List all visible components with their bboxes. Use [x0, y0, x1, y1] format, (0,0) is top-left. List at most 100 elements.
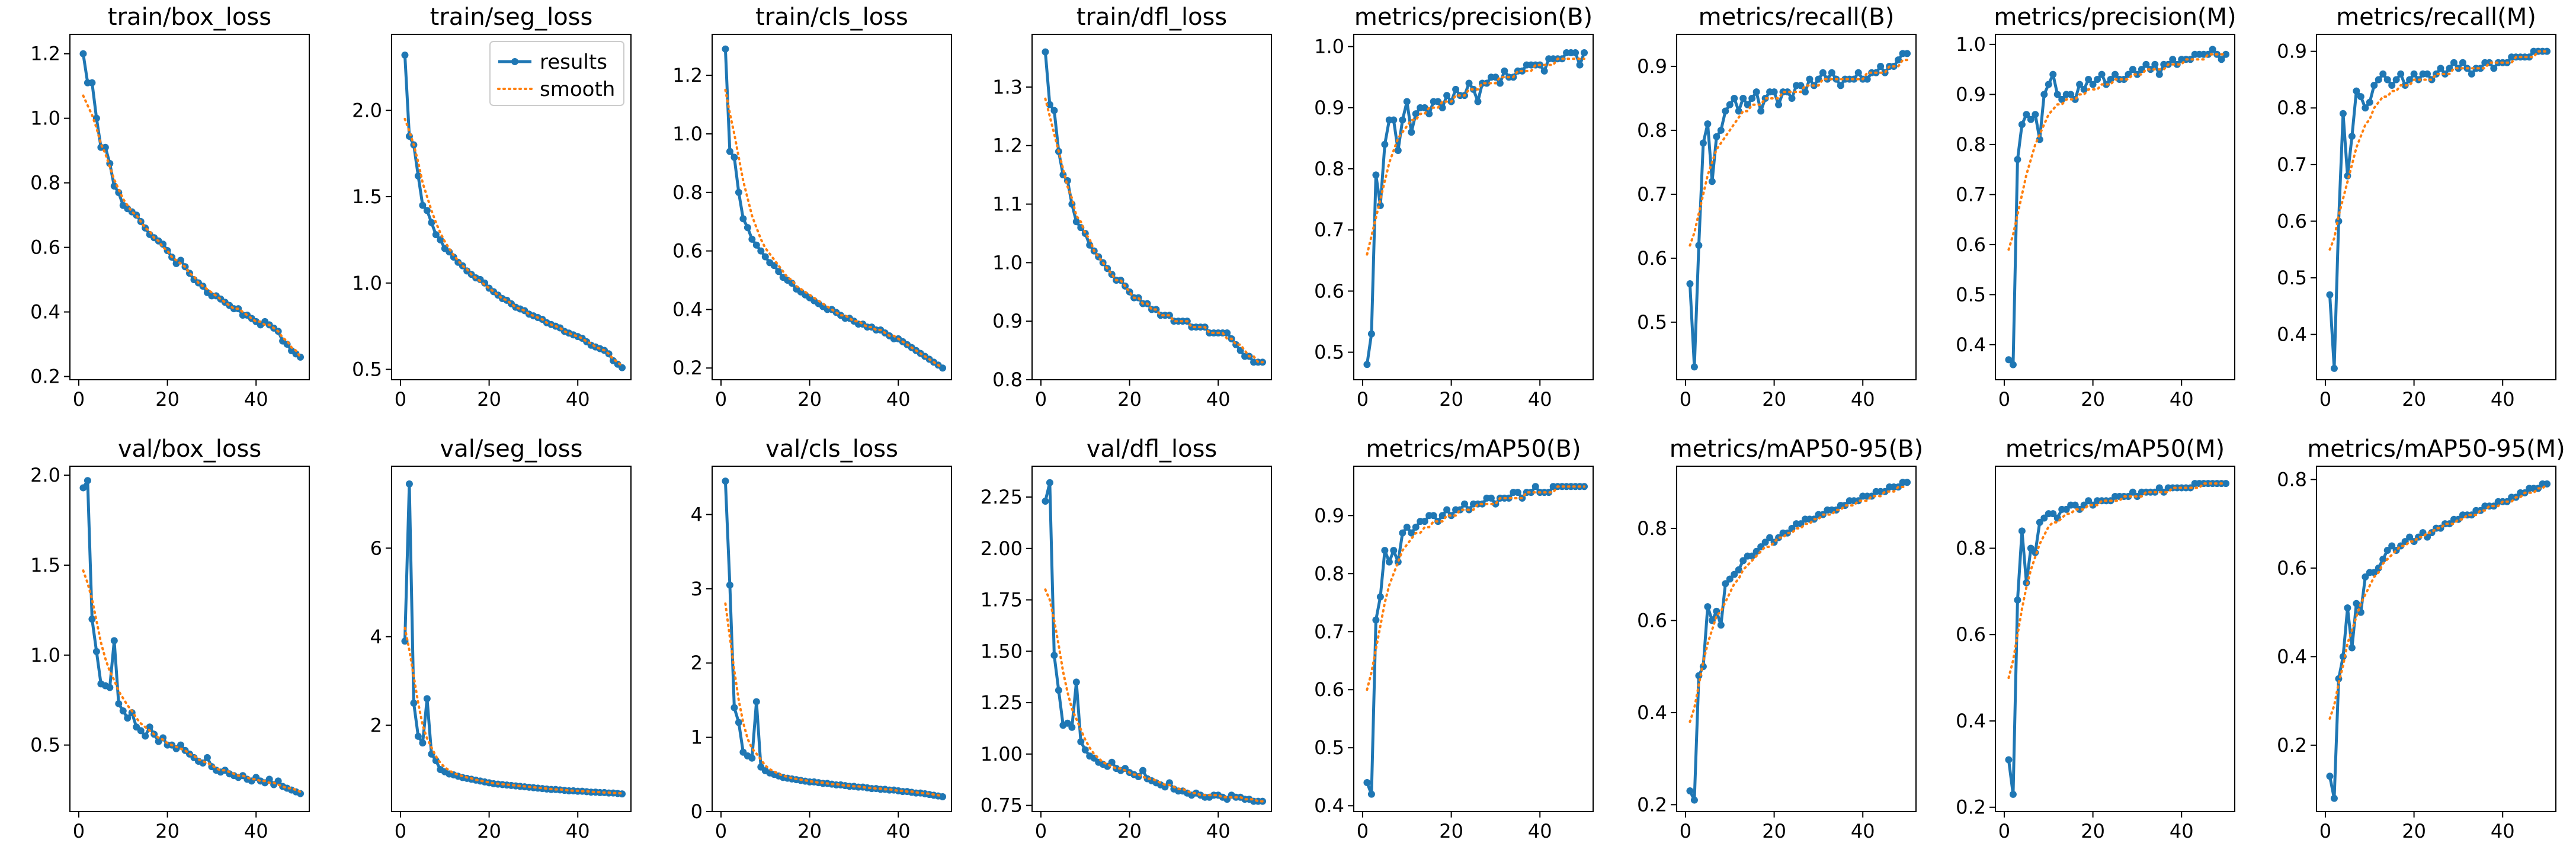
results-point: [2085, 76, 2093, 84]
results-point: [1572, 49, 1579, 56]
results-point: [2357, 93, 2364, 101]
y-tick-label: 1.2: [992, 134, 1023, 157]
results-line: [81, 53, 302, 358]
results-point: [1708, 178, 1716, 185]
results-point: [2014, 596, 2021, 604]
x-tick-label: 0: [395, 820, 406, 842]
results-point: [1165, 779, 1173, 787]
results-point: [1408, 529, 1415, 537]
results-point: [2366, 98, 2373, 106]
results-point: [939, 793, 947, 800]
smooth-line: [82, 569, 302, 793]
chart-title: metrics/recall(B): [1699, 4, 1895, 31]
results-point: [115, 700, 123, 707]
results-point: [203, 754, 211, 761]
y-tick-label: 0.6: [1637, 247, 1667, 270]
results-point: [1042, 497, 1049, 505]
results-point: [419, 201, 427, 209]
y-tick-label: 2: [370, 714, 382, 736]
results-point: [1412, 110, 1420, 118]
results-point: [1403, 523, 1411, 531]
chart-val-seg-loss: val/seg_loss 0 20 40 2 4 6: [370, 435, 632, 842]
results-point: [2018, 121, 2026, 129]
results-point: [2062, 505, 2070, 513]
y-tick-label: 0.6: [1637, 609, 1667, 632]
y-tick-label: 0.4: [30, 301, 60, 323]
results-point: [119, 707, 127, 714]
x-tick-label: 20: [477, 820, 501, 842]
results-point: [1828, 69, 1835, 76]
results-point: [2036, 518, 2043, 526]
results-point: [1425, 110, 1433, 118]
results-point: [2085, 497, 2093, 505]
results-point: [1531, 483, 1539, 491]
results-point: [2155, 70, 2163, 78]
x-tick-label: 40: [2491, 388, 2515, 411]
results-point: [2027, 116, 2034, 123]
results-point: [106, 684, 114, 691]
results-point: [432, 757, 440, 765]
smooth-line: [2007, 482, 2227, 679]
x-tick-label: 0: [2319, 820, 2331, 842]
x-tick-label: 40: [1851, 388, 1875, 411]
results-point: [414, 732, 422, 740]
results-point: [1739, 557, 1747, 565]
axes-frame: [391, 466, 632, 812]
results-point: [748, 235, 756, 243]
y-tick-label: 2.25: [981, 486, 1023, 508]
x-tick-label: 40: [566, 388, 590, 411]
y-tick-label: 1.0: [1314, 36, 1344, 58]
x-tick-label: 0: [1680, 820, 1691, 842]
results-point: [1690, 796, 1698, 804]
y-tick-label: 0.4: [1637, 701, 1667, 724]
axes-frame: [1353, 466, 1594, 812]
chart-title: val/seg_loss: [440, 435, 583, 463]
results-point: [1863, 75, 1871, 83]
axes-frame: [391, 34, 632, 380]
y-tick-label: 1.0: [352, 272, 382, 294]
y-tick-label: 1.2: [672, 64, 703, 86]
results-point: [2362, 573, 2369, 581]
results-point: [1381, 140, 1389, 148]
legend: results smooth: [489, 41, 624, 106]
results-point: [2151, 60, 2159, 68]
results-point: [1717, 126, 1725, 134]
results-point: [1735, 566, 1742, 573]
results-point: [2326, 291, 2334, 299]
results-point: [2326, 773, 2334, 780]
results-point: [2209, 46, 2216, 53]
results-point: [1726, 101, 1734, 108]
x-tick-label: 0: [715, 388, 727, 411]
results-point: [1461, 500, 1469, 508]
y-tick-label: 2.00: [981, 537, 1023, 560]
results-point: [1695, 242, 1703, 249]
results-point: [177, 741, 185, 749]
results-point: [2424, 70, 2431, 78]
results-point: [401, 51, 409, 59]
chart-train-seg-loss: train/seg_loss 0 20 40 0.5 1.0 1.5 2.0 results sm…: [352, 4, 632, 411]
smooth-line: [1044, 97, 1264, 364]
results-point: [2120, 76, 2128, 84]
y-tick-label: 1.1: [992, 193, 1023, 216]
results-point: [423, 207, 431, 214]
results-point: [2094, 76, 2101, 84]
x-tick-label: 40: [2170, 388, 2194, 411]
results-point: [2005, 756, 2013, 764]
chart-title: val/box_loss: [118, 435, 261, 463]
legend-smooth-label: smooth: [540, 78, 615, 101]
results-point: [1581, 49, 1588, 56]
results-point: [1797, 82, 1805, 89]
results-point: [1390, 116, 1398, 124]
y-tick-label: 0.2: [1637, 793, 1667, 816]
y-tick-label: 0.6: [1314, 280, 1344, 302]
y-tick-label: 0: [691, 800, 703, 823]
results-point: [1443, 506, 1451, 514]
x-tick-label: 0: [715, 820, 727, 842]
results-point: [1367, 790, 1375, 798]
results-point: [79, 50, 87, 57]
results-point: [1757, 107, 1765, 115]
x-tick-label: 20: [1762, 388, 1786, 411]
y-tick-label: 4: [691, 503, 703, 525]
y-tick-label: 0.6: [2277, 210, 2307, 232]
